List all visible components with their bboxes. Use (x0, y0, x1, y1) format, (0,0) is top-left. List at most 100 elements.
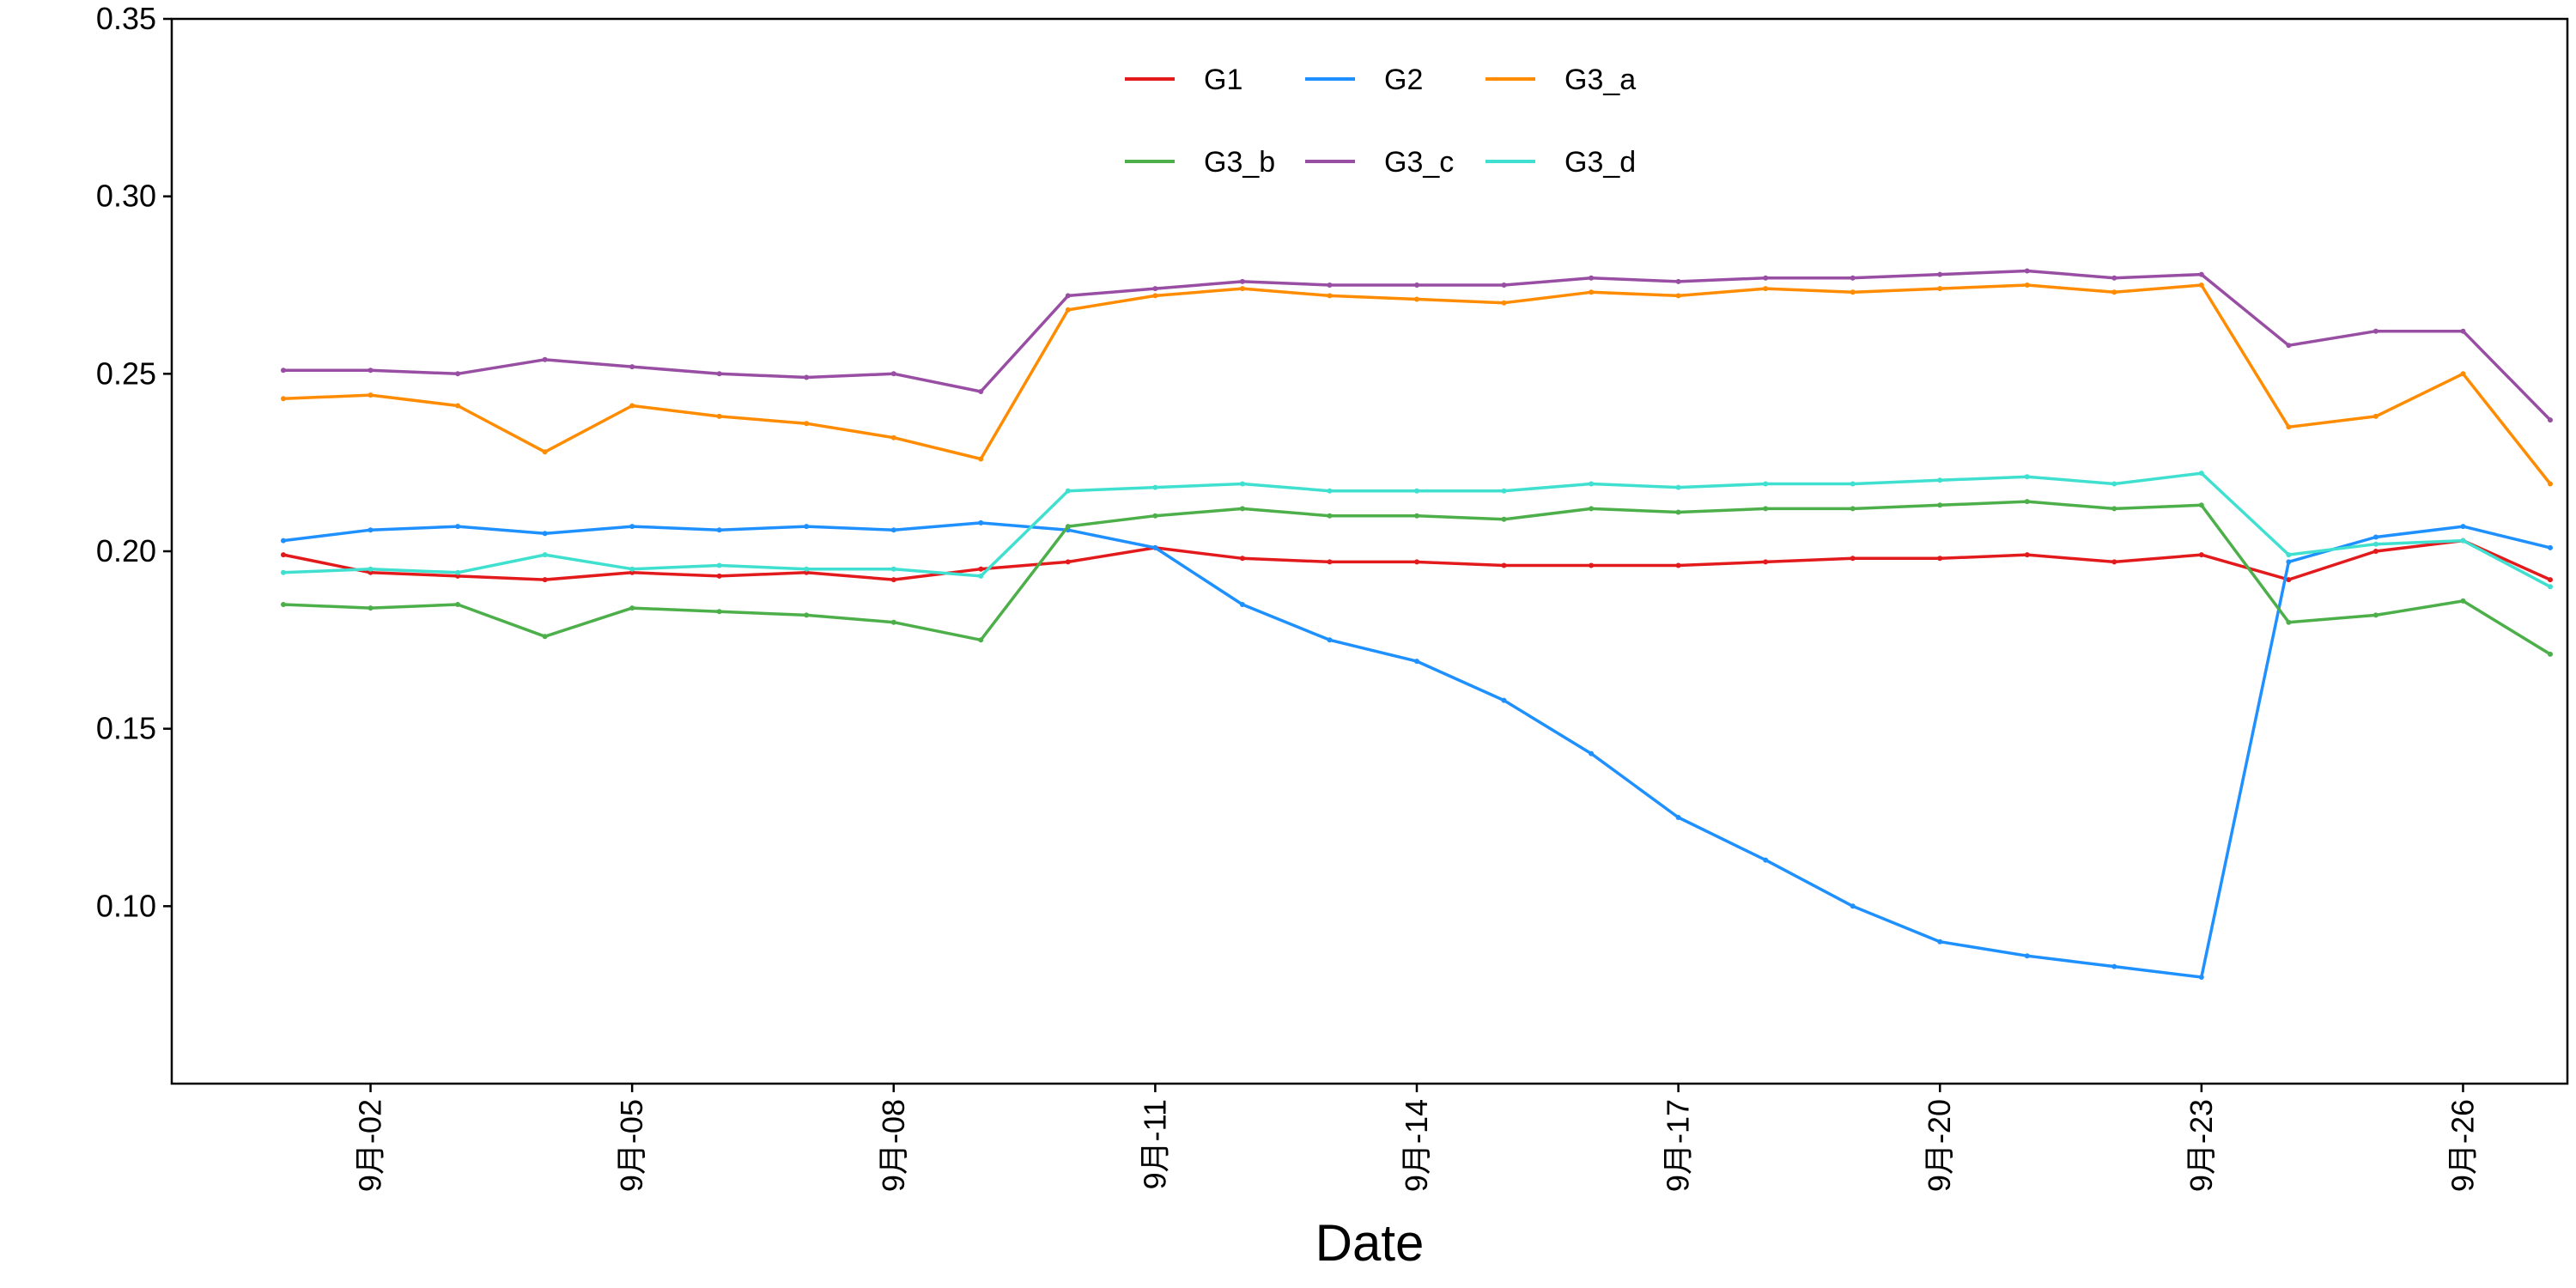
data-point (1937, 477, 1943, 483)
data-point (1327, 283, 1333, 288)
data-point (1065, 524, 1071, 530)
data-point (2198, 271, 2204, 277)
data-point (716, 573, 722, 579)
data-point (978, 573, 984, 579)
data-point (1327, 559, 1333, 565)
data-point (890, 577, 896, 583)
data-point (1239, 286, 1245, 292)
data-point (890, 434, 896, 440)
data-point (1327, 513, 1333, 519)
data-point (804, 569, 810, 575)
legend-label: G1 (1204, 64, 1242, 96)
data-point (1763, 506, 1769, 512)
data-point (2286, 577, 2292, 583)
data-point (281, 538, 286, 544)
data-point (1763, 481, 1769, 487)
data-point (2024, 474, 2030, 480)
data-point (1501, 488, 1507, 494)
data-point (2548, 544, 2553, 550)
data-point (1937, 556, 1943, 562)
data-point (1501, 300, 1507, 306)
x-tick-label: 9月-08 (876, 1099, 911, 1192)
axis-layer: 0.10 0.15 0.20 0.25 0.30 0.35 9月-02 9月-05 9月-08 9… (96, 1, 2481, 1192)
data-point (1675, 278, 1681, 284)
data-point (890, 371, 896, 377)
data-point (1065, 307, 1071, 313)
data-point (2372, 328, 2379, 334)
y-tick-label: 0.35 (96, 1, 156, 36)
data-point (890, 566, 896, 572)
data-point (1152, 544, 1158, 550)
data-point (1152, 513, 1158, 519)
data-point (2111, 289, 2117, 295)
data-point (455, 569, 461, 575)
data-point (1152, 484, 1158, 490)
data-point (1327, 488, 1333, 494)
data-point (1850, 275, 1856, 281)
data-point (1501, 283, 1507, 288)
data-point (2286, 559, 2292, 565)
data-point (1937, 939, 1943, 945)
x-axis-title: Date (1315, 1214, 1425, 1272)
data-point (455, 403, 461, 409)
data-point (629, 524, 635, 530)
data-point (2460, 371, 2466, 377)
data-point (629, 364, 635, 370)
data-point (1414, 559, 1419, 565)
data-point (281, 602, 286, 607)
data-point (2460, 538, 2466, 544)
data-point (542, 634, 548, 640)
data-point (1763, 857, 1769, 863)
data-point (368, 392, 374, 398)
data-point (2111, 963, 2117, 969)
data-point (2460, 524, 2466, 530)
data-point (542, 531, 548, 537)
legend-label: G3_c (1384, 146, 1454, 179)
data-point (281, 396, 286, 402)
data-point (1065, 559, 1071, 565)
data-point (804, 524, 810, 530)
data-point (2024, 283, 2030, 288)
data-point (2548, 577, 2553, 583)
x-tick-label: 9月-20 (1922, 1099, 1957, 1192)
data-point (2372, 541, 2379, 547)
data-point (629, 566, 635, 572)
data-point (1589, 562, 1595, 568)
data-point (2198, 975, 2204, 980)
data-point (1675, 815, 1681, 820)
data-point (716, 371, 722, 377)
data-point (1239, 556, 1245, 562)
data-point (1675, 562, 1681, 568)
data-point (804, 421, 810, 427)
legend-label: G3_d (1564, 146, 1636, 179)
data-point (2372, 413, 2379, 419)
data-point (542, 449, 548, 455)
data-point (281, 552, 286, 558)
data-point (281, 368, 286, 374)
data-point (455, 371, 461, 377)
legend-label: G2 (1384, 64, 1423, 96)
data-point (2198, 283, 2204, 288)
data-point (1850, 481, 1856, 487)
x-tick-label: 9月-23 (2184, 1099, 2219, 1192)
data-point (2286, 552, 2292, 558)
data-point (2548, 651, 2553, 657)
data-point (1239, 602, 1245, 607)
data-point (1850, 556, 1856, 562)
data-point (455, 524, 461, 530)
data-point (1327, 637, 1333, 643)
legend: G1 G2 G3_a G3_b G3_c G3_d (1125, 64, 1636, 179)
data-point (629, 605, 635, 611)
y-tick-label: 0.10 (96, 888, 156, 923)
data-point (978, 456, 984, 462)
data-point (1850, 903, 1856, 909)
data-point (804, 612, 810, 618)
data-point (2111, 559, 2117, 565)
data-point (804, 566, 810, 572)
data-point (2024, 499, 2030, 505)
data-point (2286, 619, 2292, 625)
data-point (1937, 286, 1943, 292)
series-layer (281, 268, 2553, 980)
data-point (2548, 481, 2553, 487)
data-point (2372, 549, 2379, 554)
